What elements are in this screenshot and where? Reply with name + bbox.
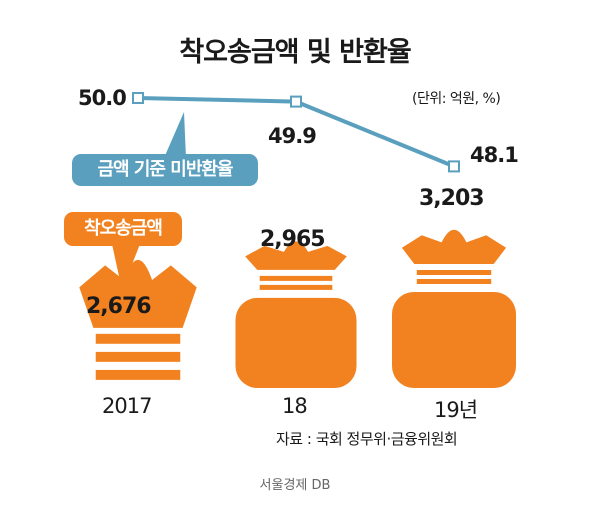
line-series-label: 금액 기준 미반환율: [72, 154, 258, 186]
bar-crown: [401, 229, 507, 264]
line-point-0: [132, 92, 144, 104]
line-series-layer: [132, 92, 460, 173]
bar-value-label-2017: 2,676: [86, 294, 152, 319]
bar-body: [235, 297, 357, 388]
bar-series-layer: [79, 229, 516, 388]
bar-body: [392, 292, 516, 388]
bar-2: [392, 229, 516, 388]
chart-title: 착오송금액 및 반환율: [179, 37, 411, 68]
bar-stripe: [416, 270, 492, 275]
bar-value-label-18: 2,965: [260, 227, 326, 252]
line-value-label-19: 48.1: [470, 143, 519, 167]
bar-stripe: [95, 369, 181, 380]
image-credit: 서울경제 DB: [259, 478, 331, 493]
orange-callout-pointer: [112, 244, 140, 290]
blue-callout-pointer: [164, 112, 186, 158]
bar-0: [79, 259, 197, 380]
bar-stripe: [259, 275, 333, 281]
bar-value-label-19: 3,203: [419, 186, 485, 211]
bar-crown: [245, 241, 347, 270]
bar-stripe: [416, 279, 492, 284]
line-value-label-18: 49.9: [268, 124, 317, 148]
source-note: 자료 : 국회 정무위·금융위원회: [276, 430, 458, 448]
bar-stripe: [259, 284, 333, 290]
bar-crown: [79, 259, 197, 328]
line-value-label-2017: 50.0: [78, 86, 127, 110]
bar-stripe: [95, 351, 181, 362]
bar-stripe: [95, 333, 181, 344]
bar-series-label: 착오송금액: [64, 212, 182, 246]
line-point-2: [448, 160, 460, 173]
x-tick-2017: 2017: [102, 394, 152, 418]
line-point-1: [290, 95, 302, 108]
bar-1: [235, 241, 357, 388]
x-tick-18: 18: [282, 394, 308, 418]
x-tick-19: 19년: [434, 398, 478, 422]
unit-note: (단위: 억원, %): [412, 91, 501, 107]
